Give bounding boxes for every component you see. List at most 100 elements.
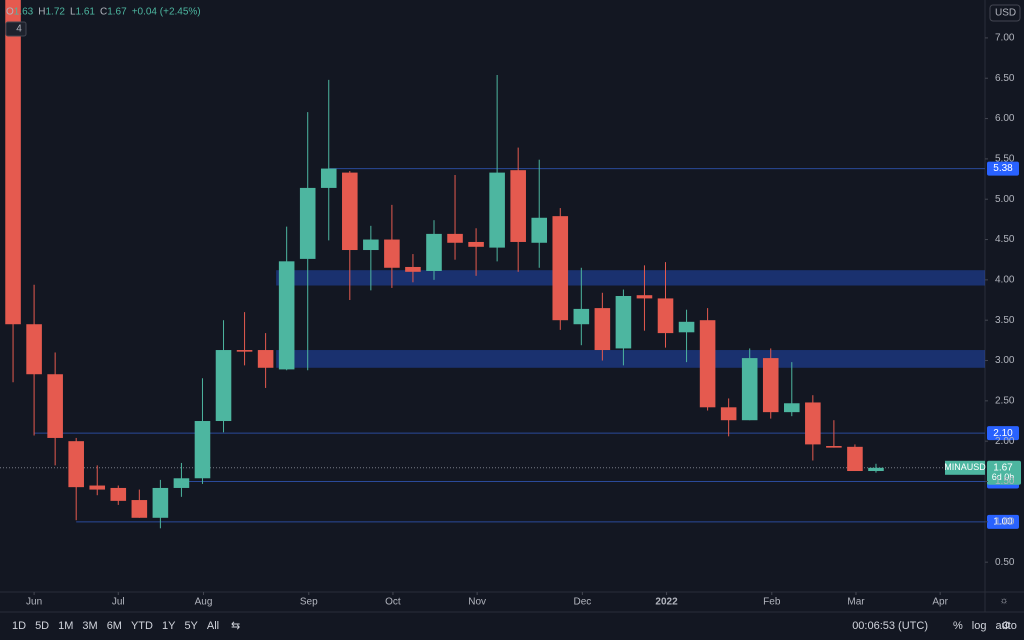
candle-body <box>47 374 63 438</box>
candle-body <box>278 261 295 370</box>
symbol-label-box <box>945 460 985 475</box>
y-tick-label: 3.00 <box>995 355 1015 366</box>
candle-body <box>89 485 106 490</box>
x-tick-label: Sep <box>300 597 318 608</box>
candle-body <box>594 308 611 351</box>
range-button[interactable]: 1Y <box>162 620 176 632</box>
y-tick-label: 5.00 <box>995 194 1015 205</box>
candle-body <box>657 298 674 334</box>
level-label: 5.38 <box>993 163 1013 174</box>
candle-body <box>194 421 211 479</box>
candle-body <box>615 296 632 349</box>
candle-body <box>531 217 548 243</box>
y-tick-label: 1.00 <box>995 516 1015 527</box>
y-tick-label: 4.00 <box>995 275 1015 286</box>
legend-value: 1.61 <box>76 7 96 18</box>
x-tick-label: Mar <box>847 597 865 608</box>
settings-icon[interactable]: ⚙ <box>1001 620 1011 632</box>
legend-key: L <box>70 7 76 18</box>
legend-key: H <box>38 7 45 18</box>
x-tick-label: Jul <box>112 597 125 608</box>
y-tick-label: 4.50 <box>995 234 1015 245</box>
candle-body <box>699 320 716 408</box>
candle-body <box>215 350 232 422</box>
indicator-toggle[interactable] <box>5 21 27 37</box>
range-button[interactable]: 5D <box>35 620 49 632</box>
level-label: 1.00 <box>993 516 1013 527</box>
candle-body <box>173 478 190 488</box>
zone <box>276 350 985 368</box>
x-tick-label: Nov <box>468 597 486 608</box>
candle-body <box>784 403 800 413</box>
axis-option[interactable]: auto <box>995 620 1016 632</box>
range-button[interactable]: 5Y <box>184 620 198 632</box>
candle-body <box>320 168 337 188</box>
candle-body <box>363 239 379 251</box>
candle-body <box>741 358 758 421</box>
y-tick-label: 2.50 <box>995 395 1015 406</box>
legend-value: +0.04 (+2.45%) <box>132 7 201 18</box>
level-label-box <box>987 426 1019 441</box>
legend-value: 1.67 <box>107 7 127 18</box>
candle-body <box>636 295 653 299</box>
y-tick-label: 5.50 <box>995 154 1015 165</box>
candle-body <box>257 350 274 368</box>
x-tick-label: 2022 <box>655 597 678 608</box>
axis-option[interactable]: % <box>953 620 963 632</box>
legend-value: 1.63 <box>14 7 34 18</box>
y-tick-label: 6.50 <box>995 73 1015 84</box>
x-tick-label: Apr <box>932 597 948 608</box>
range-button[interactable]: 1D <box>12 620 26 632</box>
level-label: 2.10 <box>993 428 1013 439</box>
x-tick-label: Oct <box>385 597 401 608</box>
legend-key: O <box>6 7 14 18</box>
candle-body <box>762 358 779 413</box>
y-tick-label: 2.00 <box>995 436 1015 447</box>
range-button[interactable]: 6M <box>107 620 122 632</box>
candle-body <box>826 446 842 448</box>
x-tick-label: Dec <box>573 597 591 608</box>
range-button[interactable]: 3M <box>82 620 97 632</box>
currency[interactable]: USD <box>995 8 1016 19</box>
candle-body <box>5 0 21 325</box>
indicator-count[interactable]: 4 <box>16 24 22 35</box>
candle-body <box>678 321 695 333</box>
zone <box>276 270 985 286</box>
price-label: 1.67 <box>993 462 1013 473</box>
candle-body <box>68 441 84 488</box>
level-label-box <box>987 514 1019 529</box>
candle-body <box>342 172 358 251</box>
y-tick-label: 0.50 <box>995 557 1015 568</box>
price-label-box <box>987 460 1021 485</box>
candle-body <box>384 239 400 268</box>
y-tick-label: 6.00 <box>995 113 1015 124</box>
candle-body <box>426 233 442 271</box>
candle-body <box>573 308 590 325</box>
currency-select[interactable] <box>989 4 1021 22</box>
range-button[interactable]: All <box>207 620 219 632</box>
axis-option[interactable]: log <box>972 620 987 632</box>
settings-icon[interactable]: ☼ <box>999 596 1008 607</box>
y-tick-label: 1.50 <box>995 476 1015 487</box>
range-button[interactable]: 1M <box>58 620 73 632</box>
candle-body <box>236 350 253 352</box>
level-label-box <box>987 161 1019 176</box>
candle-body <box>720 407 737 421</box>
candle-body <box>868 467 884 472</box>
date-range-icon[interactable]: ⇆ <box>231 620 240 632</box>
candle-body <box>805 402 821 445</box>
x-tick-label: Jun <box>26 597 42 608</box>
candle-body <box>847 446 863 472</box>
x-tick-label: Aug <box>195 597 213 608</box>
range-button[interactable]: YTD <box>131 620 153 632</box>
candle-body <box>447 233 463 243</box>
candle-body <box>510 170 526 242</box>
legend-key: C <box>100 7 107 18</box>
countdown-label: 6d 0h <box>992 472 1015 482</box>
legend-value: 1.72 <box>45 7 65 18</box>
y-tick-label: 7.00 <box>995 33 1015 44</box>
candle-body <box>110 487 127 501</box>
y-tick-label: 3.50 <box>995 315 1015 326</box>
